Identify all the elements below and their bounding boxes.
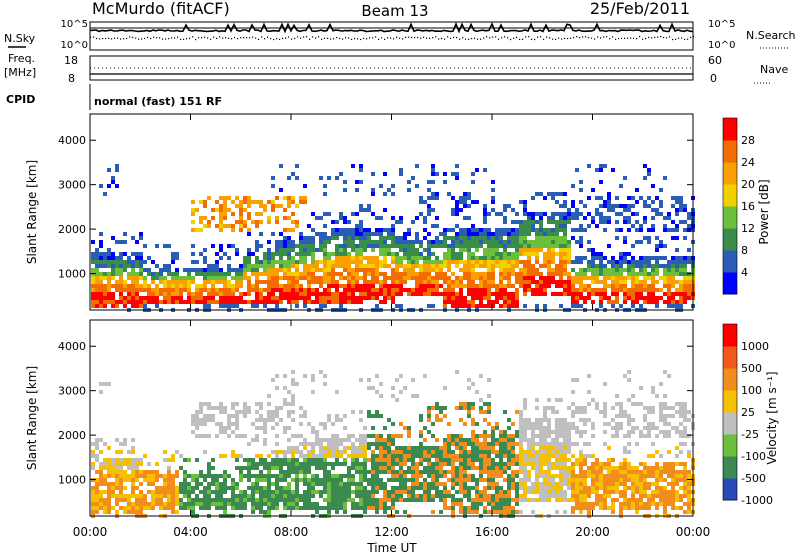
nsearch-trace [90,36,695,41]
velocity-colorbar: 1000 500 100 25 -25 -100 -500 -1000 [722,323,773,507]
x-tick-label: 00:00 [676,525,711,539]
colorbar-swatch [723,118,737,141]
nsearch-label: N.Search [746,29,796,42]
colorbar-swatch [723,206,737,229]
colorbar-tick-label: -500 [741,472,766,485]
power-colorbar: 28 24 20 16 12 8 4 [722,117,755,295]
y-tick-label: 2000 [58,429,86,442]
colorbar-swatch [723,412,737,435]
colorbar-swatch [723,390,737,413]
x-tick-label: 00:00 [73,525,108,539]
power-y-axis: 4000 3000 2000 1000 [58,114,694,310]
power-panel: 4000 3000 2000 1000 Slant Range [km] 28 24 20… [25,113,771,312]
colorbar-swatch [723,478,737,501]
colorbar-tick-label: 20 [741,178,755,191]
colorbar-tick-label: 24 [741,156,755,169]
nave-label: Nave [760,63,788,76]
nsky-panel: N.Sky 10^5 10^0 10^5 10^0 N.Search [4,19,796,51]
colorbar-swatch [723,368,737,391]
colorbar-tick-label: 500 [741,362,762,375]
x-tick-label: 12:00 [374,525,409,539]
x-tick-label: 04:00 [173,525,208,539]
colorbar-tick-label: 4 [741,266,748,279]
velocity-y-axis: 4000 3000 2000 1000 [58,320,694,516]
cpid-label: CPID [6,93,35,106]
colorbar-tick-label: -1000 [741,494,773,507]
y-tick-label: 3000 [58,385,86,398]
velocity-panel: 4000 3000 2000 1000 Slant Range [km] 1000 50… [25,319,779,554]
colorbar-swatch [723,456,737,479]
cpid-panel: CPID normal (fast) 151 RF [6,84,222,110]
colorbar-swatch [723,434,737,457]
colorbar-tick-label: 1000 [741,340,769,353]
colorbar-swatch [723,162,737,185]
freq-label: Freq. [8,52,35,65]
nave-tick-low: 0 [710,72,717,85]
nsky-trace [90,22,694,34]
nave-tick-high: 60 [708,54,722,67]
colorbar-tick-label: 8 [741,244,748,257]
colorbar-swatch [723,272,737,295]
freq-panel: Freq. [MHz] 18 8 60 0 Nave [4,52,788,85]
colorbar-tick-label: -100 [741,450,766,463]
time-axis: 00:00 04:00 08:00 12:00 16:00 20:00 00:00 [73,525,711,539]
freq-unit: [MHz] [4,66,36,79]
power-y-axis-label: Slant Range [km] [25,160,39,264]
nsearch-tick-low: 10^0 [708,40,735,51]
x-tick-label: 20:00 [575,525,610,539]
x-axis-label: Time UT [366,541,417,554]
x-tick-label: 16:00 [475,525,510,539]
colorbar-tick-label: 16 [741,200,755,213]
beam-title: Beam 13 [361,2,428,20]
power-field [91,164,695,312]
nsky-label: N.Sky [4,32,36,45]
station-title: McMurdo (fitACF) [92,0,230,18]
colorbar-tick-label: 28 [741,134,755,147]
y-tick-label: 3000 [58,179,86,192]
nsky-tick-low: 10^0 [61,40,88,51]
date-title: 25/Feb/2011 [590,0,690,18]
y-tick-label: 1000 [58,474,86,487]
y-tick-label: 4000 [58,340,86,353]
freq-tick-high: 18 [64,54,78,67]
x-tick-label: 08:00 [274,525,309,539]
colorbar-tick-label: 25 [741,406,755,419]
power-colorbar-label: Power [dB] [757,179,771,244]
colorbar-swatch [723,324,737,347]
velocity-y-axis-label: Slant Range [km] [25,366,39,470]
colorbar-tick-label: 100 [741,384,762,397]
colorbar-tick-label: -25 [741,428,759,441]
y-tick-label: 1000 [58,268,86,281]
nsky-tick-high: 10^5 [61,19,88,30]
cpid-value: normal (fast) 151 RF [94,95,222,108]
colorbar-swatch [723,228,737,251]
velocity-field [91,370,695,518]
colorbar-tick-label: 12 [741,222,755,235]
freq-tick-low: 8 [68,72,75,85]
nsearch-tick-high: 10^5 [708,19,735,30]
colorbar-swatch [723,346,737,369]
y-tick-label: 4000 [58,134,86,147]
colorbar-swatch [723,250,737,273]
colorbar-swatch [723,140,737,163]
y-tick-label: 2000 [58,223,86,236]
colorbar-swatch [723,184,737,207]
velocity-colorbar-label: Velocity [m s⁻¹] [765,371,779,464]
